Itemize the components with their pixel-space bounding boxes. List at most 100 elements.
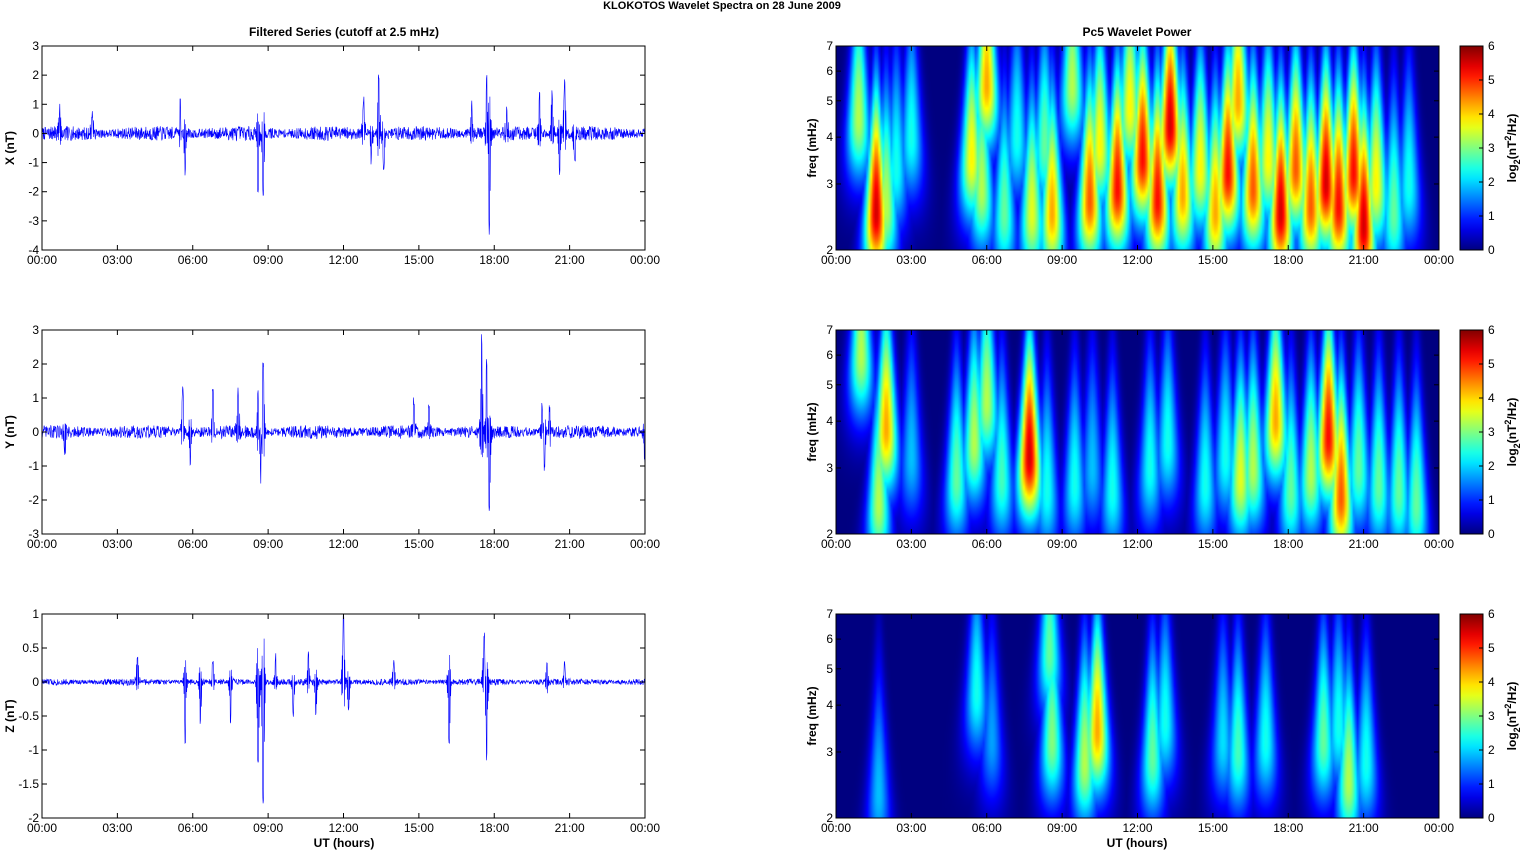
wavelet-5-xtick-label: 00:00 (1424, 821, 1454, 835)
series-x-ytick-label: -1 (28, 156, 39, 170)
wavelet-3-colorbar-tick-label: 1 (1488, 209, 1495, 223)
wavelet-3-ytick-label: 4 (826, 130, 833, 144)
wavelet-3-colorbar-tick-label: 6 (1488, 39, 1495, 53)
wavelet-4-xtick-label: 06:00 (972, 537, 1002, 551)
wavelet-4-xtick-label: 00:00 (821, 537, 851, 551)
wavelet-5-xtick-label: 09:00 (1047, 821, 1077, 835)
series-y-ytick-label: 0 (32, 425, 39, 439)
series-y-ytick-label: 3 (32, 323, 39, 337)
wavelet-5-ylabel: freq (mHz) (805, 686, 819, 745)
wavelet-5-colorbar-tick-label: 6 (1488, 607, 1495, 621)
series-y-xtick-label: 06:00 (178, 537, 208, 551)
x-component-series-panel: -4 -3 -2 -1 0 1 2 3 00:00 03:00 06:00 09:00 12:00 15:… (3, 39, 660, 267)
series-z-xtick-label: 18:00 (479, 821, 509, 835)
wavelet-5-colorbar-tick-label: 2 (1488, 743, 1495, 757)
wavelet-3-colorbar-tick-label: 5 (1488, 73, 1495, 87)
wavelet-4-xtick-label: 21:00 (1349, 537, 1379, 551)
series-z-ytick-label: 1 (32, 607, 39, 621)
series-x-line (42, 74, 645, 235)
wavelet-4-xtick-label: 15:00 (1198, 537, 1228, 551)
series-z-ytick-label: 0.5 (22, 641, 39, 655)
wavelet-5-xtick-label: 06:00 (972, 821, 1002, 835)
wavelet-4-ytick-label: 4 (826, 414, 833, 428)
series-x-ytick-label: 1 (32, 97, 39, 111)
wavelet-5-ytick-label: 6 (826, 632, 833, 646)
wavelet-3-xtick-label: 21:00 (1349, 253, 1379, 267)
z-component-series-panel: -2 -1.5 -1 -0.5 0 0.5 1 00:00 03:00 06:00 09:00 12:… (3, 607, 660, 835)
series-y-xtick-label: 00:00 (27, 537, 57, 551)
series-y-xtick-label: 18:00 (479, 537, 509, 551)
series-y-line (42, 334, 645, 511)
series-y-xtick-label: 12:00 (328, 537, 358, 551)
series-z-ytick-label: 0 (32, 675, 39, 689)
series-y-xtick-label: 21:00 (555, 537, 585, 551)
series-z-line (42, 614, 645, 804)
series-x-ytick-label: -2 (28, 185, 39, 199)
series-x-xtick-label: 21:00 (555, 253, 585, 267)
series-z-ytick-label: -1.5 (18, 777, 39, 791)
series-x-ytick-label: -3 (28, 214, 39, 228)
wavelet-4-colorbar-tick-label: 3 (1488, 425, 1495, 439)
wavelet-5-power-map (836, 614, 1439, 818)
series-z-xtick-label: 21:00 (555, 821, 585, 835)
wavelet-5-colorbar-tick-label: 0 (1488, 811, 1495, 825)
series-z-ylabel: Z (nT) (3, 699, 17, 732)
wavelet-4-colorbar-tick-label: 4 (1488, 391, 1495, 405)
wavelet-3-ytick-label: 3 (826, 177, 833, 191)
wavelet-5-ytick-label: 5 (826, 662, 833, 676)
series-z-plot-area (42, 614, 645, 818)
wavelet-4-power-map (836, 330, 1439, 534)
wavelet-3-power-map (836, 46, 1439, 250)
wavelet-4-colorbar-tick-label: 5 (1488, 357, 1495, 371)
series-x-xtick-label: 15:00 (404, 253, 434, 267)
wavelet-5-colorbar-tick-label: 5 (1488, 641, 1495, 655)
series-y-ytick-label: 2 (32, 357, 39, 371)
series-z-ytick-label: -1 (28, 743, 39, 757)
wavelet-3-colorbar-tick-label: 0 (1488, 243, 1495, 257)
wavelet-5-xtick-label: 15:00 (1198, 821, 1228, 835)
series-x-ytick-label: 3 (32, 39, 39, 53)
wavelet-3-colorbar-tick-label: 2 (1488, 175, 1495, 189)
wavelet-3-colorbar-tick-label: 3 (1488, 141, 1495, 155)
wavelet-4-colorbar-tick-label: 6 (1488, 323, 1495, 337)
series-z-xtick-label: 12:00 (328, 821, 358, 835)
z-component-wavelet-panel: 2 3 4 5 6 7 00:00 03:00 06:00 09:00 12:00 15:00 18:0… (805, 607, 1522, 835)
series-x-ylabel: X (nT) (3, 131, 17, 165)
series-z-xtick-label: 03:00 (102, 821, 132, 835)
series-x-xtick-label: 03:00 (102, 253, 132, 267)
wavelet-5-ytick-label: 7 (826, 607, 833, 621)
wavelet-3-ytick-label: 2 (826, 243, 833, 257)
series-z-ytick-label: -2 (28, 811, 39, 825)
series-y-ylabel: Y (nT) (3, 415, 17, 449)
series-y-ytick-label: -2 (28, 493, 39, 507)
series-x-xtick-label: 00:00 (630, 253, 660, 267)
wavelet-3-xtick-label: 06:00 (972, 253, 1002, 267)
wavelet-5-ytick-label: 3 (826, 745, 833, 759)
figure-title: KLOKOTOS Wavelet Spectra on 28 June 2009 (603, 0, 841, 12)
wavelet-4-ytick-label: 5 (826, 378, 833, 392)
series-x-xtick-label: 00:00 (27, 253, 57, 267)
wavelet-3-ylabel: freq (mHz) (805, 118, 819, 177)
wavelet-3-colorbar-label: log2(nT2/Hz) (1503, 114, 1522, 183)
series-y-plot-area (42, 330, 645, 534)
right-xlabel: UT (hours) (1107, 836, 1168, 850)
wavelet-5-xtick-label: 00:00 (821, 821, 851, 835)
series-z-xtick-label: 09:00 (253, 821, 283, 835)
wavelet-4-ytick-label: 2 (826, 527, 833, 541)
series-z-xtick-label: 00:00 (630, 821, 660, 835)
wavelet-3-xtick-label: 09:00 (1047, 253, 1077, 267)
wavelet-3-xtick-label: 12:00 (1122, 253, 1152, 267)
series-x-xtick-label: 12:00 (328, 253, 358, 267)
wavelet-4-xtick-label: 09:00 (1047, 537, 1077, 551)
series-y-xtick-label: 03:00 (102, 537, 132, 551)
wavelet-5-ytick-label: 2 (826, 811, 833, 825)
wavelet-5-colorbar-tick-label: 3 (1488, 709, 1495, 723)
x-component-wavelet-panel: 2 3 4 5 6 7 00:00 03:00 06:00 09:00 12:00 15:00 18:0… (805, 39, 1522, 267)
series-z-ytick-label: -0.5 (18, 709, 39, 723)
series-z-xtick-label: 06:00 (178, 821, 208, 835)
wavelet-5-xtick-label: 18:00 (1273, 821, 1303, 835)
series-x-ytick-label: -4 (28, 243, 39, 257)
wavelet-4-colorbar-tick-label: 0 (1488, 527, 1495, 541)
wavelet-4-ytick-label: 3 (826, 461, 833, 475)
